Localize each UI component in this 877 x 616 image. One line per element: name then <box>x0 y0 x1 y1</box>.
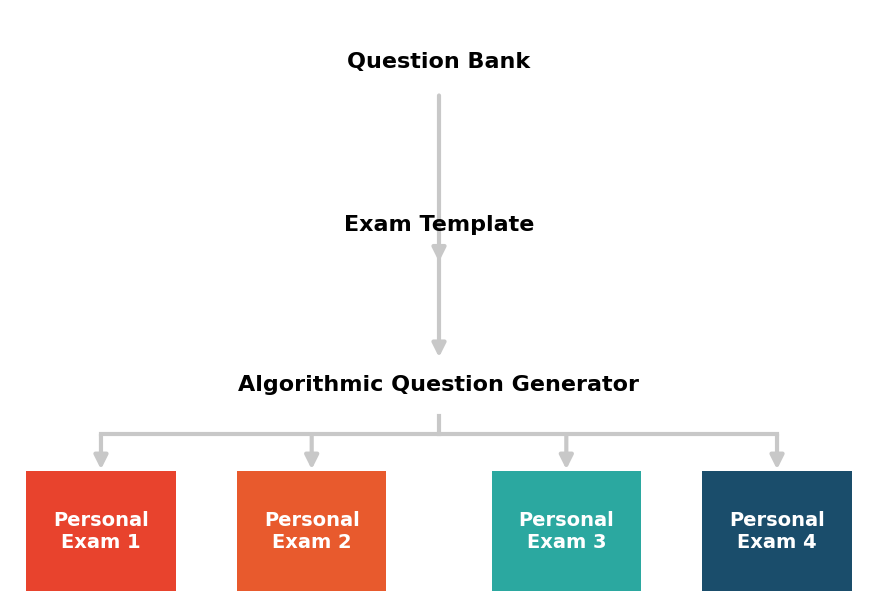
Text: Exam Template: Exam Template <box>344 215 533 235</box>
FancyBboxPatch shape <box>237 471 386 591</box>
Text: Personal
Exam 2: Personal Exam 2 <box>263 511 360 552</box>
Text: Algorithmic Question Generator: Algorithmic Question Generator <box>239 375 638 395</box>
Text: Personal
Exam 1: Personal Exam 1 <box>53 511 149 552</box>
FancyBboxPatch shape <box>702 471 851 591</box>
FancyBboxPatch shape <box>491 471 640 591</box>
FancyBboxPatch shape <box>26 471 175 591</box>
Text: Personal
Exam 3: Personal Exam 3 <box>517 511 614 552</box>
Text: Personal
Exam 4: Personal Exam 4 <box>728 511 824 552</box>
Text: Question Bank: Question Bank <box>347 52 530 71</box>
